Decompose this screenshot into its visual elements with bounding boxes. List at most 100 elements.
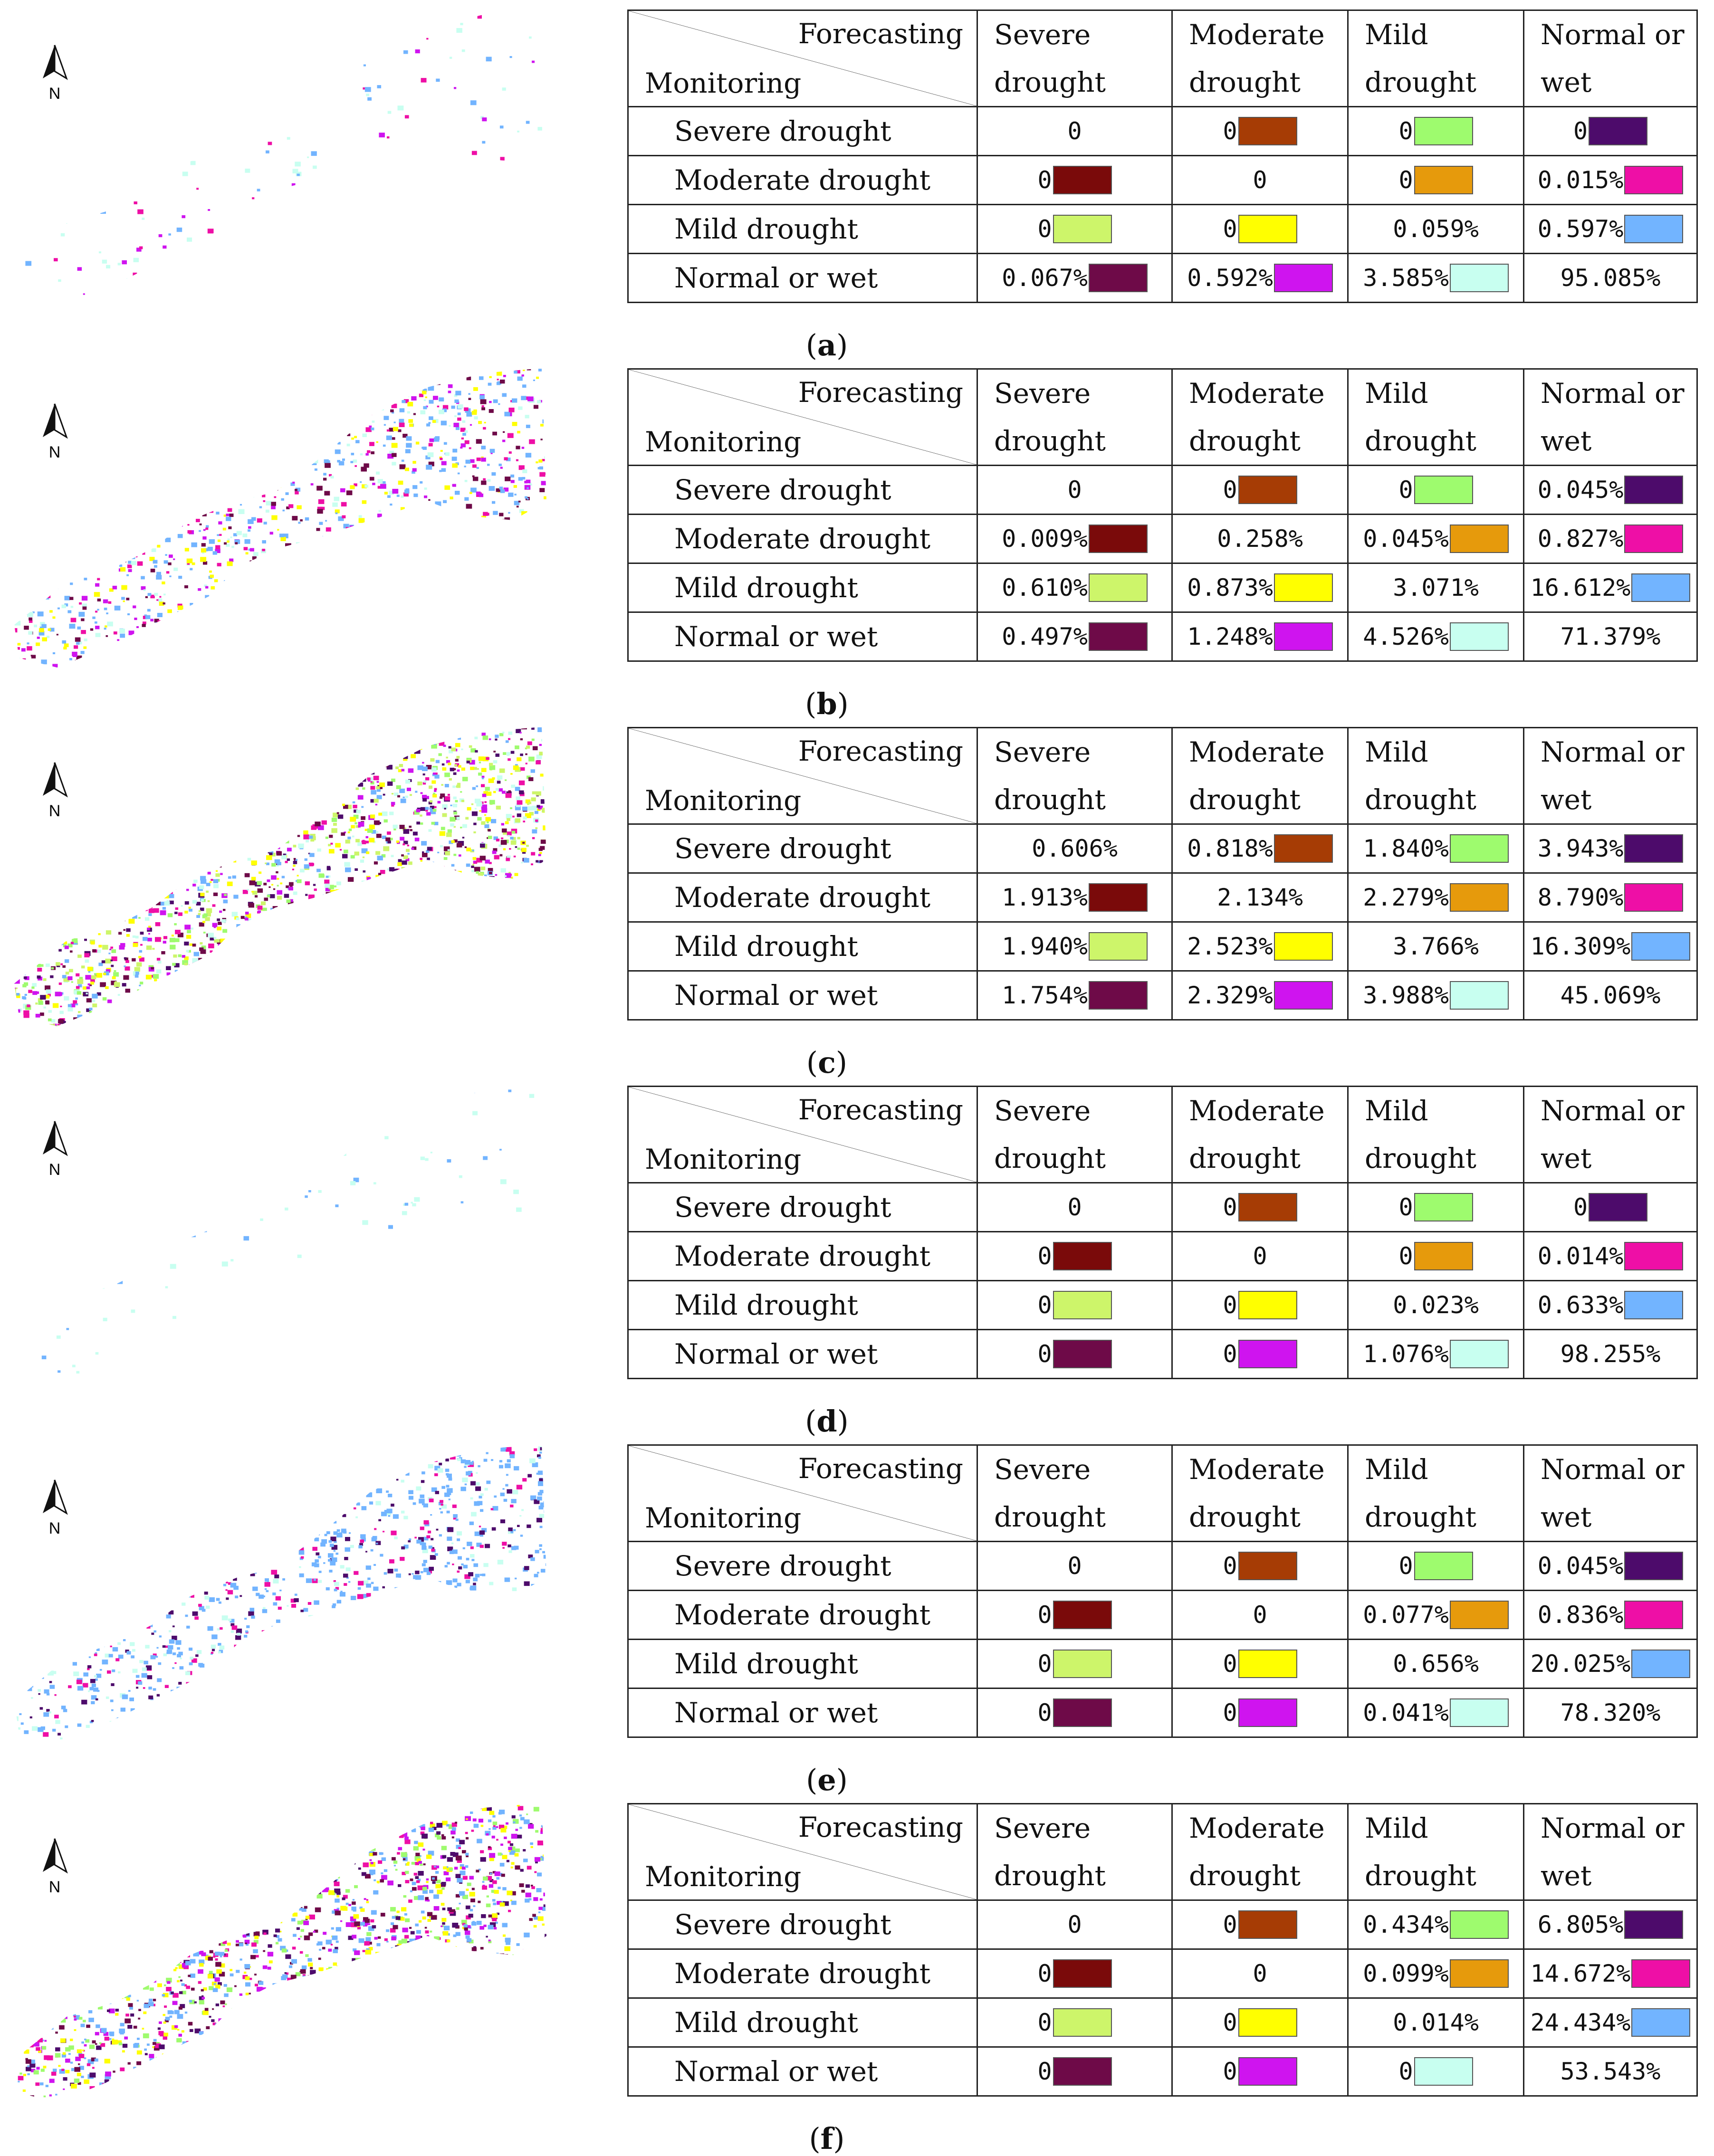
legend-swatch <box>1274 981 1333 1010</box>
table-cell: 0.497% <box>977 612 1172 661</box>
cell-value: 1.754% <box>1002 982 1088 1009</box>
drought-map <box>10 1076 556 1399</box>
map-pixels <box>10 1435 556 1758</box>
table-cell: 6.805% <box>1524 1900 1697 1949</box>
cell-value: 6.805% <box>1538 1911 1624 1938</box>
table-cell: 0 <box>1172 466 1348 515</box>
legend-swatch <box>1089 622 1148 651</box>
cell-value: 0 <box>1223 1340 1237 1368</box>
panel-caption: (d) <box>798 1404 855 1439</box>
cell-value: 2.279% <box>1363 884 1449 911</box>
table-cell: 0.606% <box>977 824 1172 873</box>
cell-value: 0 <box>1037 166 1052 194</box>
row-label: Normal or wet <box>628 1330 977 1379</box>
cell-value: 2.134% <box>1217 884 1303 911</box>
table-cell: 0.015% <box>1524 156 1697 205</box>
cell-value: 0.606% <box>1032 835 1118 862</box>
table-cell: 0 <box>1172 1330 1348 1379</box>
map-pixels <box>16 1078 556 1399</box>
legend-swatch <box>1238 1552 1297 1580</box>
cell-value: 14.672% <box>1531 1960 1631 1987</box>
table-cell: 3.766% <box>1348 922 1524 971</box>
cell-value: 20.025% <box>1531 1650 1631 1678</box>
table-cell: 0 <box>1348 1542 1524 1591</box>
table-cell: 0 <box>1172 1542 1348 1591</box>
north-arrow-icon: N <box>33 43 76 105</box>
cell-value: 0 <box>1573 1193 1588 1221</box>
drought-map <box>10 717 556 1040</box>
legend-swatch <box>1414 476 1473 504</box>
legend-swatch <box>1624 166 1683 194</box>
cell-value: 0 <box>1223 1552 1237 1580</box>
cell-value: 1.913% <box>1002 884 1088 911</box>
legend-swatch <box>1624 525 1683 553</box>
legend-swatch <box>1089 264 1148 292</box>
row-label: Moderate drought <box>628 1232 977 1281</box>
cell-value: 0 <box>1067 1193 1082 1221</box>
legend-swatch <box>1238 1650 1297 1678</box>
table-cell: 0 <box>1172 1183 1348 1232</box>
legend-swatch <box>1274 932 1333 961</box>
table-cell: 71.379% <box>1524 612 1697 661</box>
legend-swatch <box>1238 215 1297 243</box>
cell-value: 0 <box>1398 476 1413 504</box>
legend-swatch <box>1274 834 1333 863</box>
table-cell: 0 <box>977 1281 1172 1330</box>
map-pixels <box>10 359 556 682</box>
cell-value: 4.526% <box>1363 623 1449 650</box>
cell-value: 0 <box>1223 2009 1237 2036</box>
row-label: Normal or wet <box>628 612 977 661</box>
table-cell: 0 <box>1348 1232 1524 1281</box>
cell-value: 0 <box>1067 1911 1082 1938</box>
cell-value: 0 <box>1067 476 1082 504</box>
legend-swatch <box>1238 1698 1297 1727</box>
row-label: Normal or wet <box>628 1689 977 1737</box>
cell-value: 0 <box>1223 1650 1237 1678</box>
panel-caption: (f) <box>798 2121 855 2156</box>
cell-value: 0 <box>1037 1960 1052 1987</box>
legend-swatch <box>1414 1552 1473 1580</box>
cell-value: 0.023% <box>1393 1291 1479 1319</box>
row-label: Normal or wet <box>628 971 977 1020</box>
monitoring-label: Monitoring <box>645 1143 801 1175</box>
north-arrow-icon: N <box>33 1478 76 1539</box>
legend-swatch <box>1624 1552 1683 1580</box>
panel-caption: (e) <box>798 1763 855 1797</box>
table-cell: 3.585% <box>1348 254 1524 303</box>
cell-value: 8.790% <box>1538 884 1624 911</box>
legend-swatch <box>1053 1698 1112 1727</box>
forecasting-label: Forecasting <box>798 1811 963 1843</box>
table-cell: 0.009% <box>977 515 1172 563</box>
cell-value: 0.836% <box>1538 1601 1624 1629</box>
table-cell: 1.248% <box>1172 612 1348 661</box>
cell-value: 0.818% <box>1187 835 1273 862</box>
row-label: Moderate drought <box>628 1591 977 1640</box>
panel-caption: (a) <box>798 328 855 363</box>
legend-swatch <box>1053 166 1112 194</box>
table-cell: 78.320% <box>1524 1689 1697 1737</box>
drought-map <box>10 1435 556 1758</box>
table-cell: 0.434% <box>1348 1900 1524 1949</box>
legend-swatch <box>1631 573 1690 602</box>
row-label: Severe drought <box>628 107 977 156</box>
legend-swatch <box>1624 834 1683 863</box>
cell-value: 0 <box>1253 1601 1267 1629</box>
table-cell: 0 <box>977 107 1172 156</box>
cell-value: 95.085% <box>1561 264 1661 292</box>
cell-value: 45.069% <box>1561 982 1661 1009</box>
monitoring-label: Monitoring <box>645 1860 801 1893</box>
